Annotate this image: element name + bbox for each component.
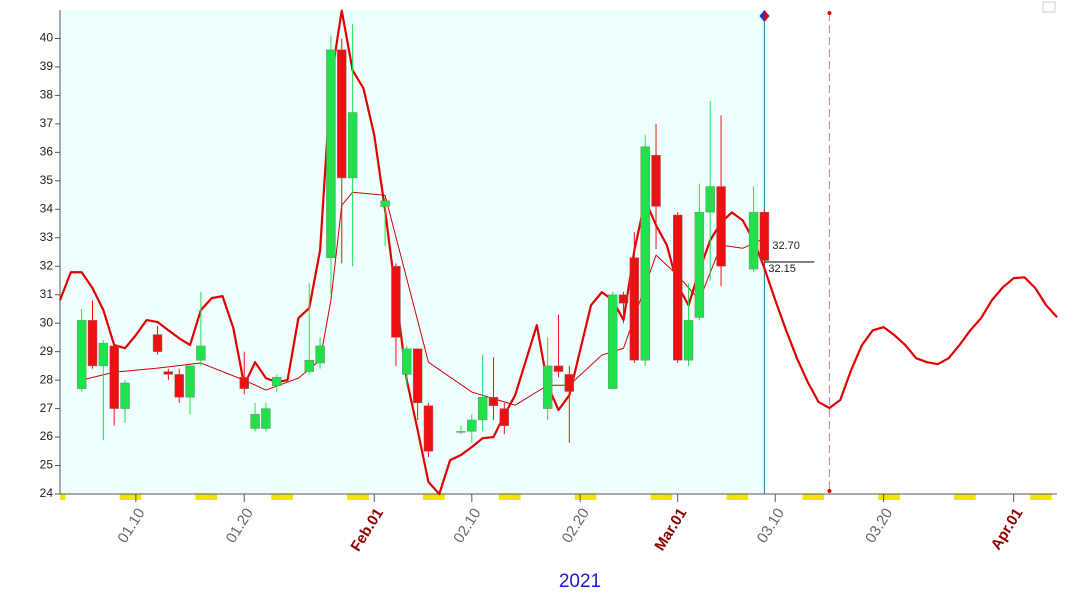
candle-body [618,294,629,304]
y-tick-label: 40 [40,31,54,45]
y-tick-label: 27 [40,401,54,415]
weekend-strip [737,494,749,500]
weekend-strip [1029,494,1041,500]
y-tick-label: 39 [40,59,54,73]
current-date-marker-red [764,10,770,22]
forecast-marker-dot [827,489,832,493]
weekend-strip [358,494,369,500]
y-tick-label: 38 [40,88,54,102]
candle-body [673,214,683,361]
candle-body [326,49,336,258]
candle-body [239,377,249,389]
weekend-strip [726,494,738,500]
y-tick-label: 25 [40,458,54,472]
candle-body [120,382,130,409]
candle-body [261,408,271,429]
price-label: 32.70 [772,240,800,252]
y-tick-label: 29 [40,344,54,358]
weekend-strip [509,494,521,500]
candle-body [304,359,314,372]
candle-body [250,414,260,429]
weekend-strip [889,494,900,500]
y-tick-label: 37 [40,116,54,130]
weekend-strip [282,494,293,500]
weekend-strip [1040,494,1052,500]
candle-body [412,348,423,404]
weekend-strip [964,494,976,500]
y-tick-label: 36 [40,145,54,159]
line-series [58,9,1058,496]
x-axis-label: 2021 [559,571,601,592]
candle-body [315,345,325,364]
weekend-strip [498,494,510,500]
candle-body [542,365,553,409]
weekend-strip [423,494,434,500]
weekend-strip [60,494,66,500]
candle-body [564,374,575,392]
weekend-strip [119,494,131,500]
candle-body [152,334,163,352]
candle-body [488,397,499,406]
y-tick-label: 35 [40,173,54,187]
candle-body [716,186,726,267]
forecast-marker-dot [827,11,832,15]
candle-body [174,374,184,398]
weekend-strip [271,494,283,500]
weekend-strip [585,494,597,500]
candle-body [748,211,759,270]
candle-body [423,405,434,452]
weekend-strip [813,494,825,500]
weekend-strip [206,494,218,500]
candle-body [651,154,661,207]
weekend-strip [661,494,673,500]
weekend-strip [650,494,662,500]
candle-body [391,266,401,338]
candle-body [683,320,694,361]
y-tick-label: 31 [40,287,54,301]
candle-body [163,371,174,375]
candle-body [759,211,770,261]
candle-body [98,342,109,367]
y-tick-label: 26 [40,429,54,443]
candle-body [380,200,390,207]
y-tick-label: 33 [40,230,54,244]
corner-icon [1042,1,1056,13]
y-tick-label: 28 [40,372,54,386]
candle-body [456,431,466,433]
candle-body [402,348,412,375]
candle-body [477,397,488,421]
candle-body [640,146,650,361]
weekend-strip [954,494,965,500]
y-tick-label: 32 [40,258,54,272]
candle-body [705,186,715,213]
candle-body [185,365,195,398]
candle-body [337,49,347,179]
candle-body [467,419,477,432]
candle-body [499,408,510,426]
candle-body [553,365,564,372]
weekend-strip [433,494,445,500]
history-background [60,10,765,494]
weekend-strip [195,494,207,500]
candle-body [629,257,640,361]
y-tick-label: 34 [40,201,54,215]
candle-body [694,211,705,318]
candle-body [109,345,119,409]
candle-body [607,294,618,389]
weekend-strip [347,494,359,500]
y-tick-label: 24 [40,486,54,500]
candle-body [347,112,358,179]
candle-body [196,345,206,361]
candle-body [76,320,87,389]
y-tick-label: 30 [40,315,54,329]
candle-body [87,320,98,367]
candle-body [272,377,282,387]
weekend-strip [802,494,814,500]
price-label: 32.15 [768,263,796,275]
